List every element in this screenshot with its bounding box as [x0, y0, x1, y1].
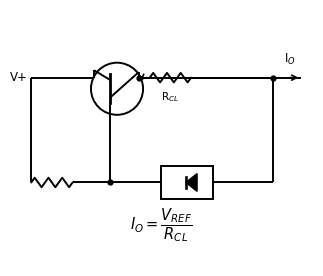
- Text: V+: V+: [10, 71, 27, 84]
- Text: $I_O = \dfrac{V_{REF}}{R_{CL}}$: $I_O = \dfrac{V_{REF}}{R_{CL}}$: [130, 206, 193, 244]
- Text: R$_{CL}$: R$_{CL}$: [162, 90, 179, 104]
- Polygon shape: [186, 174, 197, 191]
- Text: I$_O$: I$_O$: [284, 52, 296, 67]
- Bar: [161, 166, 213, 199]
